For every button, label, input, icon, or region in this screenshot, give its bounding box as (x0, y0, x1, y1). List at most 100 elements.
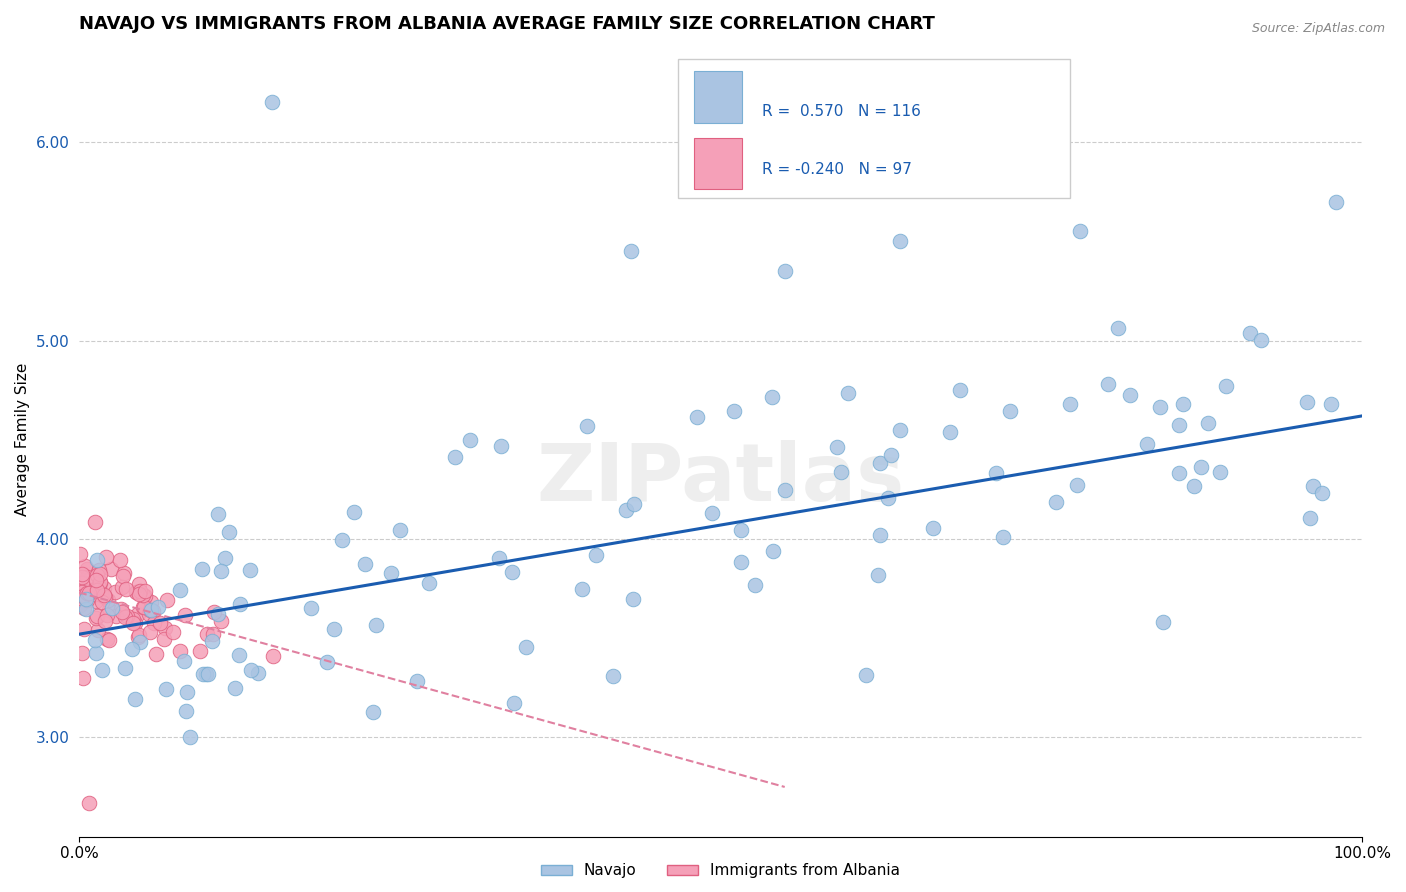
Point (998, 404, 1021, 418)
Point (1045, 495, 1067, 509)
Point (1149, 400, 1171, 414)
Point (127, 607, 149, 621)
Point (124, 616, 146, 631)
Point (86, 608, 108, 623)
Point (246, 666, 269, 681)
Point (114, 610, 136, 624)
Point (96, 632, 118, 647)
Point (502, 696, 524, 710)
Point (115, 582, 138, 597)
Point (111, 569, 134, 583)
Point (361, 705, 384, 719)
Point (194, 666, 217, 681)
Point (301, 601, 323, 615)
Point (830, 465, 852, 479)
Point (115, 609, 138, 624)
Point (124, 691, 146, 706)
Point (73, 622, 96, 636)
Point (97, 592, 120, 607)
Point (98, 603, 121, 617)
Bar (693, 71, 742, 123)
Point (239, 664, 262, 678)
Point (86, 582, 108, 596)
Point (152, 632, 174, 646)
Bar (678, 59, 1070, 198)
Point (730, 523, 752, 537)
Point (869, 528, 891, 542)
Point (89, 563, 111, 577)
Point (191, 561, 214, 575)
Text: ZIPatlas: ZIPatlas (537, 441, 904, 518)
Point (89, 574, 111, 589)
Point (145, 647, 167, 661)
Point (330, 533, 353, 548)
Point (76, 570, 98, 584)
Point (174, 704, 197, 718)
Point (444, 450, 467, 464)
Point (86, 574, 108, 588)
Point (70, 576, 93, 591)
Point (1239, 326, 1261, 341)
Point (93, 588, 115, 602)
Point (83, 515, 105, 529)
Point (69, 582, 91, 597)
Point (169, 583, 191, 598)
Point (134, 583, 156, 598)
Point (761, 390, 783, 404)
Point (744, 578, 766, 592)
Point (364, 618, 387, 632)
Text: R =  0.570   N = 116: R = 0.570 N = 116 (762, 104, 921, 119)
Point (86, 611, 108, 625)
Point (96, 608, 118, 623)
Point (72, 671, 94, 685)
Point (1197, 416, 1219, 430)
Point (880, 448, 903, 462)
Point (229, 598, 252, 612)
Point (218, 524, 240, 539)
Point (132, 600, 155, 615)
Point (148, 615, 170, 630)
Point (207, 607, 229, 621)
Point (91, 588, 114, 602)
Point (1059, 397, 1081, 411)
Point (621, 591, 644, 606)
Point (114, 661, 136, 675)
Point (139, 594, 162, 608)
Point (855, 667, 877, 681)
Point (142, 616, 165, 631)
Point (73, 601, 96, 615)
Point (623, 497, 645, 511)
Point (76, 561, 98, 575)
Point (169, 644, 191, 658)
Point (209, 564, 232, 578)
Point (1171, 397, 1194, 411)
Point (86, 553, 108, 567)
Point (105, 608, 128, 623)
Point (1319, 397, 1341, 411)
Point (406, 673, 429, 688)
Point (127, 630, 149, 644)
Point (201, 633, 224, 648)
Point (100, 562, 122, 576)
Point (388, 523, 411, 537)
Point (195, 626, 218, 640)
Point (460, 433, 482, 447)
Point (101, 600, 124, 615)
Point (110, 552, 132, 566)
Point (991, 530, 1014, 544)
Point (1168, 418, 1191, 433)
Point (1097, 376, 1119, 391)
Point (515, 640, 537, 654)
Text: R = -0.240   N = 97: R = -0.240 N = 97 (762, 162, 911, 178)
Point (127, 585, 149, 599)
Point (730, 555, 752, 569)
Point (174, 607, 197, 622)
Point (93, 581, 115, 595)
Point (70, 585, 93, 599)
Point (825, 440, 848, 454)
Point (121, 642, 143, 657)
Point (1250, 333, 1272, 347)
Point (214, 550, 236, 565)
Point (191, 666, 214, 681)
Point (939, 425, 962, 439)
